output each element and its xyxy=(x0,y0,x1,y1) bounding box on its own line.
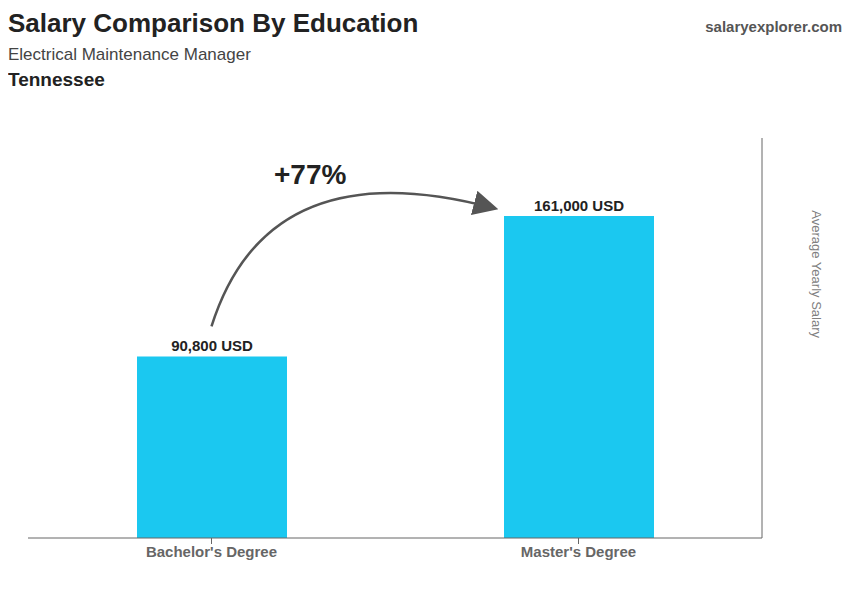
svg-text:161,000 USD: 161,000 USD xyxy=(534,197,624,214)
svg-text:90,800 USD: 90,800 USD xyxy=(171,337,253,354)
svg-text:Bachelor's Degree: Bachelor's Degree xyxy=(146,543,277,560)
svg-text:Average Yearly Salary: Average Yearly Salary xyxy=(809,210,824,338)
html-text:salaryexplorer.com: salaryexplorer.com xyxy=(705,18,842,35)
svg-text:+77%: +77% xyxy=(274,159,346,190)
svg-text:Master's Degree: Master's Degree xyxy=(521,543,636,560)
html-text:Electrical Maintenance Manager: Electrical Maintenance Manager xyxy=(8,45,251,64)
html-text:Salary Comparison By Education: Salary Comparison By Education xyxy=(8,8,419,38)
html-text:Tennessee: Tennessee xyxy=(8,69,105,90)
